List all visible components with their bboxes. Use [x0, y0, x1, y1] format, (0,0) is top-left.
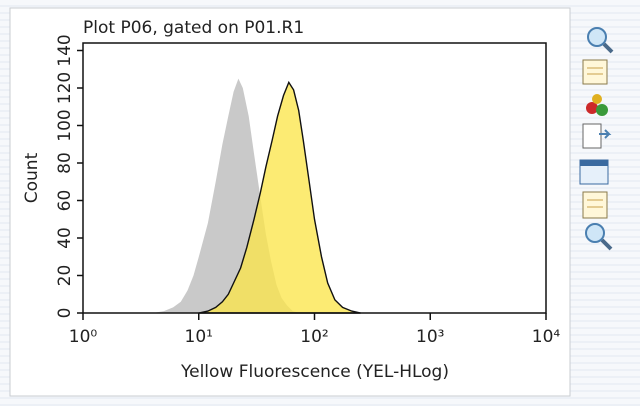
x-tick-label: 10¹: [185, 327, 213, 347]
toolbar: [579, 27, 614, 251]
y-tick-label: 100: [55, 109, 75, 141]
y-tick-label: 120: [55, 72, 75, 104]
y-tick-label: 40: [55, 227, 75, 249]
chart-title: Plot P06, gated on P01.R1: [83, 18, 304, 38]
x-tick-label: 10³: [416, 327, 444, 347]
x-tick-label: 10⁰: [69, 327, 98, 347]
y-tick-label: 60: [55, 190, 75, 212]
x-tick-label: 10⁴: [532, 327, 561, 347]
y-tick-label: 140: [55, 34, 75, 66]
notes-button[interactable]: [582, 191, 608, 219]
y-tick-label: 20: [55, 265, 75, 287]
y-tick-label: 0: [55, 308, 75, 319]
histogram-area: [198, 80, 361, 314]
y-axis-label: Count: [22, 152, 42, 203]
zoom-button[interactable]: [585, 223, 613, 251]
table-button[interactable]: [582, 59, 608, 85]
plot: [152, 78, 361, 314]
colors-button[interactable]: [586, 94, 608, 116]
x-tick-label: 10²: [300, 327, 328, 347]
window-button[interactable]: [579, 159, 609, 185]
export-button[interactable]: [582, 123, 612, 149]
y-tick-label: 80: [55, 152, 75, 174]
x-axis-label: Yellow Fluorescence (YEL-HLog): [180, 362, 449, 382]
zoom-in-button[interactable]: [587, 27, 614, 54]
